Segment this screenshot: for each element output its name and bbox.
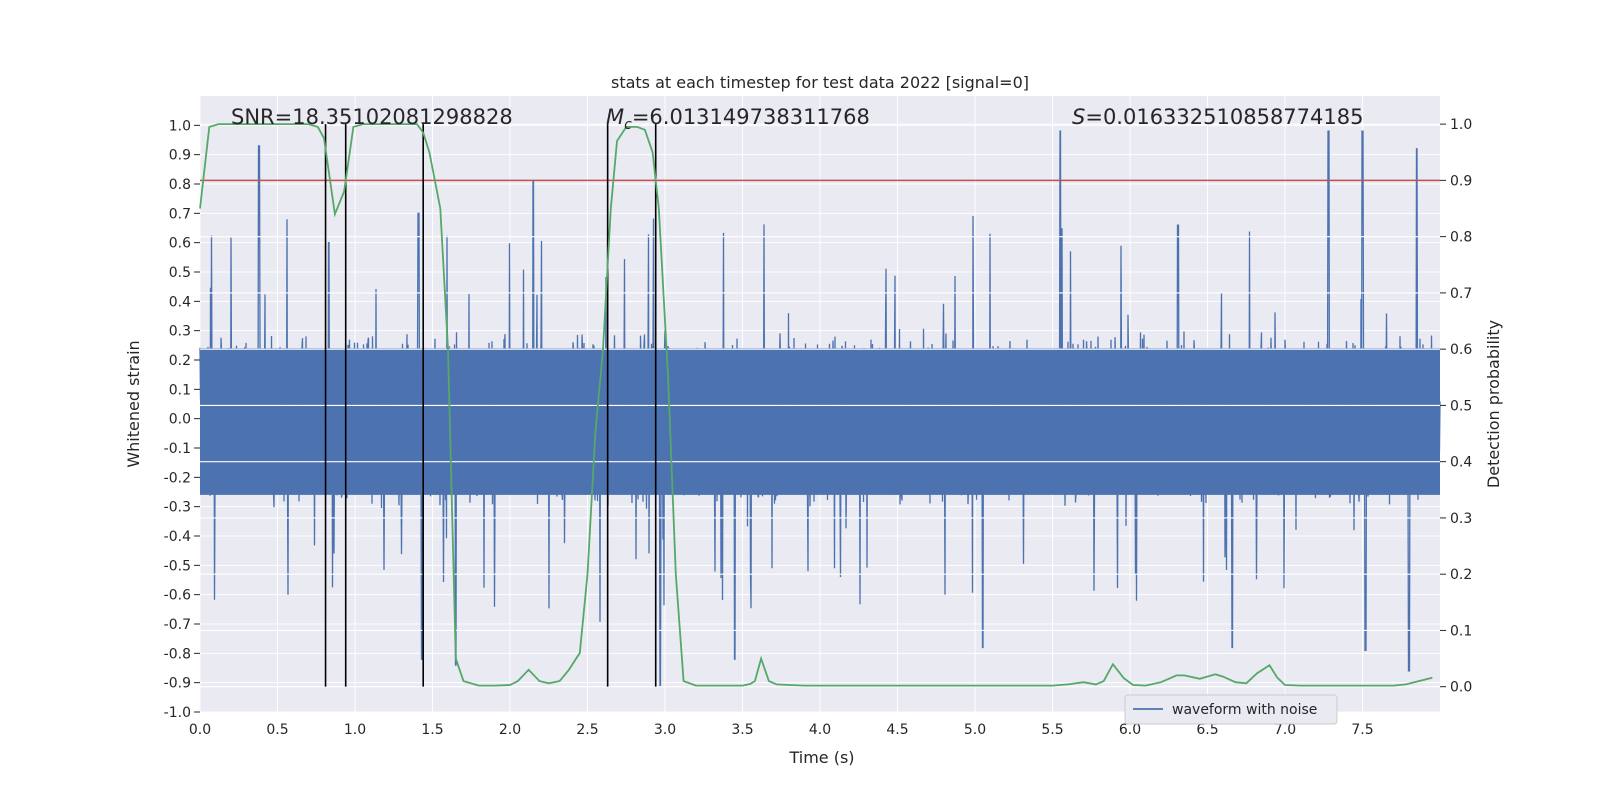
detection-probability-line [199,123,1433,687]
y-tick-label: -0.2 [164,470,191,486]
legend-label: waveform with noise [1172,702,1317,718]
x-tick-label: 0.5 [266,722,288,738]
x-tick-label: 6.0 [1119,722,1141,738]
y-tick-label: -0.8 [164,646,191,662]
y2-tick-label: 0.0 [1450,680,1472,696]
y2-axis-label: Detection probability [1484,320,1503,488]
chart-title: stats at each timestep for test data 202… [611,73,1029,92]
x-tick-label: 7.5 [1351,722,1373,738]
y-tick-label: 0.0 [169,412,191,428]
chirp-mass-subscript: c [624,117,632,133]
chirp-mass-value: =6.013149738311768 [632,105,870,129]
y-axis-label: Whitened strain [124,340,143,467]
y-tick-label: -0.5 [164,558,191,574]
chirp-mass-symbol: M [606,105,624,129]
y-tick-label: -0.7 [164,617,191,633]
spin-value: =0.016332510858774185 [1085,105,1363,129]
y-tick-label: 0.9 [169,148,191,164]
y2-axis-ticks: 0.0 0.1 0.2 0.3 0.4 0.5 0.6 0.7 0.8 0.9 1.0 [1440,117,1472,696]
y-tick-label: -0.1 [164,441,191,457]
y-tick-label: -0.4 [164,529,191,545]
x-axis-ticks: 0.0 0.5 1.0 1.5 2.0 2.5 3.0 3.5 4.0 4.5 5.0 5.5 6.0 6… [189,722,1374,738]
probability-series [199,123,1433,687]
x-tick-label: 1.5 [421,722,443,738]
x-tick-label: 5.5 [1041,722,1063,738]
x-axis-label: Time (s) [788,748,854,767]
y-tick-label: 0.8 [169,177,191,193]
y-axis-ticks: -1.0 -0.9 -0.8 -0.7 -0.6 -0.5 -0.4 -0.3 -0.2 -0.1… [164,118,200,721]
x-tick-label: 7.0 [1274,722,1296,738]
x-tick-label: 3.0 [654,722,676,738]
y2-tick-label: 0.5 [1450,398,1472,414]
x-tick-label: 0.0 [189,722,211,738]
legend: waveform with noise [1124,694,1338,725]
x-tick-label: 3.5 [731,722,753,738]
y-tick-label: 0.5 [169,265,191,281]
y2-tick-label: 0.3 [1450,511,1472,527]
y2-tick-label: 1.0 [1450,117,1472,133]
y2-tick-label: 0.1 [1450,623,1472,639]
y2-tick-label: 0.2 [1450,567,1472,583]
x-tick-label: 2.0 [499,722,521,738]
y2-tick-label: 0.7 [1450,286,1472,302]
y-tick-label: 0.1 [169,382,191,398]
y-tick-label: -0.3 [164,500,191,516]
waveform-line [199,130,1441,687]
waveform-series [199,130,1441,687]
chirp-mass-annotation: Mc=6.013149738311768 [606,105,870,133]
y2-tick-label: 0.6 [1450,342,1472,358]
x-tick-label: 4.0 [809,722,831,738]
legend-box [1124,694,1338,725]
x-tick-label: 1.0 [344,722,366,738]
snr-annotation: SNR=18.35102081298828 [231,105,513,129]
y2-tick-label: 0.8 [1450,230,1472,246]
y-tick-label: 0.6 [169,236,191,252]
y-tick-label: -1.0 [164,705,191,721]
x-tick-label: 2.5 [576,722,598,738]
y-tick-label: 0.7 [169,206,191,222]
y-tick-label: 0.2 [169,353,191,369]
y-tick-label: -0.9 [164,676,191,692]
x-tick-label: 6.5 [1196,722,1218,738]
y-tick-label: -0.6 [164,588,191,604]
y-tick-label: 1.0 [169,118,191,134]
spin-annotation: S=0.016332510858774185 [1072,105,1363,129]
y-tick-label: 0.3 [169,324,191,340]
y-tick-label: 0.4 [169,294,191,310]
vertical-markers [324,124,657,687]
y2-tick-label: 0.9 [1450,173,1472,189]
y2-tick-label: 0.4 [1450,455,1472,471]
spin-symbol: S [1072,105,1085,129]
x-tick-label: 4.5 [886,722,908,738]
x-tick-label: 5.0 [964,722,986,738]
